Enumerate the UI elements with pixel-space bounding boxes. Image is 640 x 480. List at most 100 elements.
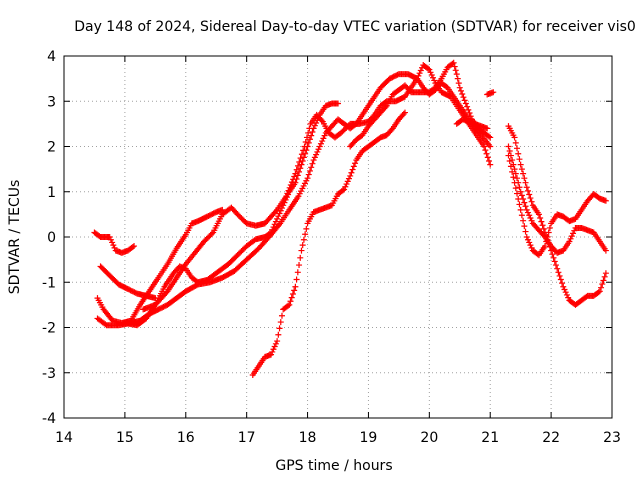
data-point (271, 343, 278, 350)
data-point (567, 235, 574, 242)
data-point (515, 150, 522, 157)
data-point (427, 69, 434, 76)
data-point (305, 129, 312, 136)
data-point (522, 179, 529, 186)
data-point (388, 74, 395, 81)
data-point (310, 157, 317, 164)
data-point (527, 242, 534, 249)
data-point (510, 174, 517, 181)
data-point (209, 211, 216, 218)
data-point (487, 134, 494, 141)
y-tick-label: 2 (47, 140, 56, 156)
data-point (293, 166, 300, 173)
data-point (269, 226, 276, 233)
x-axis-label: GPS time / hours (275, 458, 392, 474)
data-point (161, 303, 168, 310)
data-point (535, 211, 542, 218)
data-point (316, 143, 323, 150)
data-point (514, 175, 521, 182)
data-point (561, 286, 568, 293)
series-track-11 (505, 123, 609, 308)
data-points (91, 59, 609, 379)
data-point (465, 106, 472, 113)
series-track-1 (91, 229, 138, 256)
data-point (520, 217, 527, 224)
data-point (277, 319, 284, 326)
data-point (563, 291, 570, 298)
data-point (272, 208, 279, 215)
plot-frame (63, 55, 613, 419)
data-point (155, 306, 162, 313)
data-point (382, 104, 389, 111)
data-point (315, 146, 322, 153)
data-point (276, 325, 283, 332)
data-point (278, 312, 285, 319)
y-tick-label: -4 (42, 411, 56, 427)
data-point (516, 156, 523, 163)
data-point (313, 151, 320, 158)
series-track-8 (347, 59, 494, 150)
data-point (319, 138, 326, 145)
data-point (401, 109, 408, 116)
data-point (286, 184, 293, 191)
y-tick-label: -2 (42, 321, 56, 337)
data-point (540, 232, 547, 239)
data-point (157, 305, 164, 312)
data-point (270, 346, 277, 353)
data-point (537, 214, 544, 221)
data-point (304, 175, 311, 182)
data-point (204, 213, 211, 220)
data-point (507, 163, 514, 170)
data-point (294, 269, 301, 276)
data-point (562, 289, 569, 296)
data-point (551, 258, 558, 265)
data-point (321, 132, 328, 139)
data-point (292, 283, 299, 290)
data-point (271, 221, 278, 228)
data-point (527, 214, 534, 221)
data-point (596, 288, 603, 295)
data-point (386, 75, 393, 82)
data-point (300, 236, 307, 243)
data-point (486, 157, 493, 164)
y-axis-label: SDTVAR / TECUs (7, 180, 23, 295)
data-point (109, 239, 116, 246)
data-point (512, 170, 519, 177)
series-track-12 (505, 143, 609, 256)
data-point (523, 234, 530, 240)
series-track-5 (121, 100, 341, 329)
data-point (309, 129, 316, 136)
series-track-13 (505, 152, 609, 259)
data-point (272, 218, 279, 225)
data-point (515, 195, 522, 202)
data-point (272, 340, 279, 347)
data-point (306, 136, 313, 143)
data-point (544, 234, 551, 240)
data-point (159, 304, 166, 311)
data-point (556, 272, 563, 279)
data-point (107, 236, 114, 243)
data-point (512, 185, 519, 192)
data-point (464, 103, 471, 110)
data-point (462, 100, 469, 107)
series-track-6 (140, 62, 494, 313)
data-point (131, 289, 138, 296)
data-point (595, 289, 602, 296)
x-tick-label: 23 (603, 430, 621, 446)
data-point (540, 225, 547, 232)
data-point (538, 218, 545, 225)
data-point (549, 251, 556, 258)
data-point (543, 238, 550, 245)
data-point (308, 164, 315, 171)
data-point (514, 190, 521, 197)
data-point (600, 277, 607, 284)
data-point (342, 183, 349, 190)
data-point (208, 230, 215, 237)
data-point (314, 148, 321, 155)
data-point (394, 71, 401, 78)
data-point (292, 170, 299, 177)
data-point (344, 178, 351, 185)
data-point (554, 265, 561, 272)
data-point (298, 151, 305, 158)
